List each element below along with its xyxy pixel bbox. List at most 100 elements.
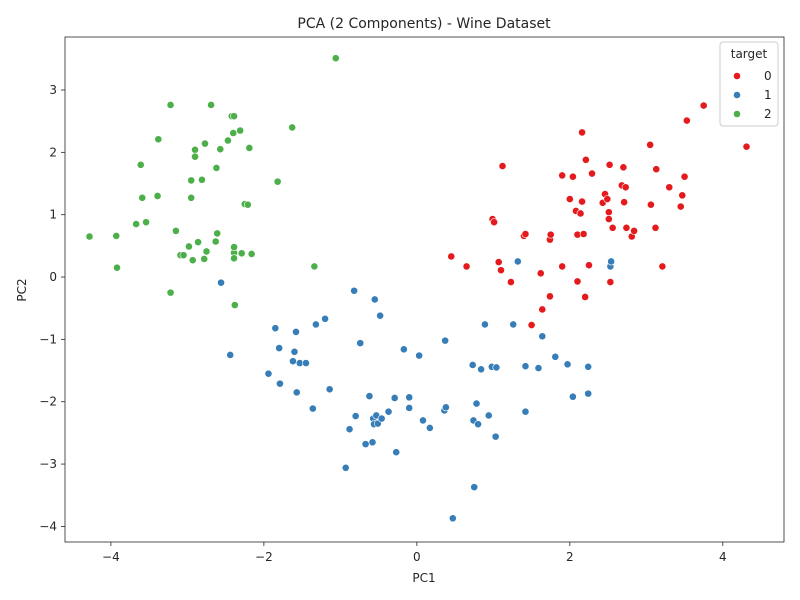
y-tick-label: 1 [49, 208, 57, 222]
data-point-target-1 [448, 514, 457, 523]
data-point-target-1 [392, 448, 401, 457]
data-point-target-0 [578, 128, 586, 137]
data-point-target-1 [441, 336, 450, 345]
legend-marker-1 [733, 91, 741, 99]
data-point-target-1 [405, 404, 414, 412]
data-point-target-1 [377, 414, 386, 423]
data-point-target-1 [534, 364, 543, 372]
data-point-target-2 [243, 200, 252, 209]
data-point-target-1 [419, 416, 427, 425]
data-point-target-1 [351, 412, 360, 420]
data-point-target-1 [491, 432, 500, 441]
data-point-target-1 [226, 351, 235, 359]
data-point-target-1 [350, 286, 359, 295]
data-point-target-2 [142, 218, 150, 227]
data-point-target-0 [620, 198, 629, 207]
data-point-target-2 [194, 238, 202, 247]
data-point-target-1 [405, 393, 414, 402]
data-point-target-2 [237, 249, 246, 258]
data-point-target-0 [608, 223, 617, 232]
data-point-target-0 [605, 160, 614, 169]
data-point-target-1 [384, 407, 393, 416]
legend-box [719, 41, 779, 127]
data-point-target-0 [576, 209, 585, 218]
data-point-target-0 [665, 183, 674, 192]
data-point-target-0 [630, 226, 638, 235]
data-point-target-0 [676, 202, 685, 211]
data-point-target-0 [568, 172, 577, 181]
data-point-target-0 [678, 191, 687, 200]
data-points [85, 54, 751, 523]
data-point-target-1 [492, 363, 501, 372]
data-point-target-2 [213, 229, 222, 238]
data-point-target-2 [191, 152, 199, 161]
data-point-target-1 [513, 257, 522, 266]
data-point-target-0 [565, 195, 574, 203]
data-point-target-0 [447, 252, 456, 261]
legend: target 0 1 2 [719, 41, 779, 127]
data-point-target-2 [331, 54, 340, 63]
y-axis-label: PC2 [15, 278, 29, 301]
data-point-target-0 [546, 292, 554, 301]
data-point-target-1 [217, 278, 225, 287]
data-point-target-2 [230, 243, 238, 252]
legend-label-0: 0 [764, 69, 772, 83]
data-point-target-2 [216, 145, 225, 154]
legend-marker-2 [733, 110, 741, 118]
data-point-target-1 [425, 424, 434, 432]
data-point-target-0 [699, 101, 708, 110]
plot-area-frame [64, 36, 785, 543]
data-point-target-2 [113, 263, 121, 272]
data-point-target-0 [494, 258, 503, 266]
data-point-target-0 [604, 208, 613, 217]
data-point-target-0 [606, 278, 615, 286]
data-point-target-1 [521, 407, 530, 416]
x-tick-label: 2 [566, 550, 574, 564]
legend-label-1: 1 [764, 88, 772, 102]
y-axis: −4 −3 −2 −1 0 1 2 3 [39, 83, 65, 533]
data-point-target-1 [325, 385, 334, 394]
data-point-target-0 [558, 262, 567, 271]
data-point-target-0 [546, 230, 555, 239]
data-point-target-1 [509, 320, 518, 329]
legend-title: target [731, 47, 768, 61]
data-point-target-1 [399, 345, 408, 354]
data-point-target-2 [288, 123, 297, 132]
data-point-target-2 [132, 220, 141, 228]
data-point-target-1 [271, 324, 280, 333]
data-point-target-1 [484, 411, 493, 420]
data-point-target-0 [622, 223, 631, 232]
data-point-target-2 [185, 242, 193, 251]
data-point-target-1 [376, 311, 385, 320]
x-axis-label: PC1 [412, 571, 435, 585]
data-point-target-2 [198, 175, 206, 184]
data-point-target-0 [652, 165, 661, 174]
data-point-target-2 [166, 288, 175, 297]
data-point-target-1 [264, 369, 273, 378]
data-point-target-1 [292, 388, 301, 397]
data-point-target-2 [187, 176, 196, 185]
data-point-target-1 [390, 394, 399, 402]
data-point-target-2 [207, 101, 215, 109]
data-point-target-0 [581, 293, 590, 301]
data-point-target-0 [619, 163, 628, 172]
data-point-target-2 [229, 129, 238, 137]
legend-entries: 0 1 2 [733, 69, 772, 121]
data-point-target-2 [138, 193, 147, 202]
data-point-target-2 [172, 226, 180, 235]
data-point-target-0 [573, 277, 582, 286]
data-point-target-2 [191, 145, 199, 154]
data-point-target-2 [153, 192, 162, 200]
data-point-target-0 [578, 197, 586, 206]
data-point-target-2 [310, 262, 319, 271]
x-axis: −4 −2 0 2 4 [102, 542, 727, 564]
data-point-target-2 [179, 251, 188, 260]
y-tick-label: 2 [49, 145, 57, 159]
y-tick-label: −2 [39, 395, 57, 409]
data-point-target-1 [584, 389, 593, 398]
data-point-target-1 [308, 404, 317, 413]
data-point-target-2 [85, 232, 94, 241]
data-point-target-0 [658, 262, 667, 271]
data-point-target-2 [202, 247, 211, 256]
